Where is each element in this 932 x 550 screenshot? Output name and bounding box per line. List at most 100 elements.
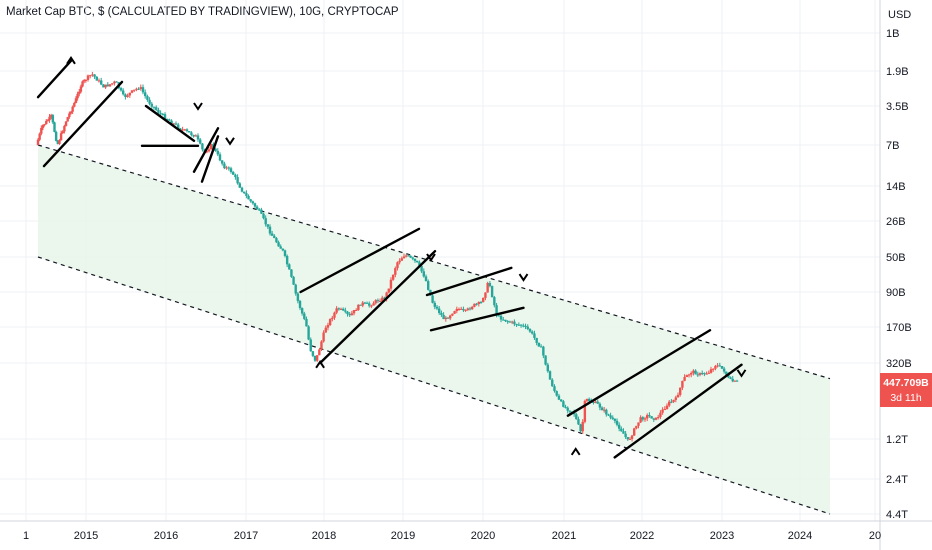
candle-body (424, 276, 428, 282)
candle-body (51, 115, 55, 123)
candle-body (624, 433, 627, 438)
candle-body (592, 402, 595, 404)
candle-body (218, 154, 222, 161)
candle-body (318, 349, 321, 356)
candle-body (296, 293, 300, 301)
candle-body (108, 84, 112, 87)
candle-body (720, 365, 724, 369)
candle-body (68, 113, 71, 118)
candle-body (81, 81, 84, 87)
candle-body (735, 380, 739, 382)
candle-body (696, 374, 699, 376)
candle-body (522, 325, 525, 327)
candle-body (637, 422, 640, 426)
candle-body (381, 297, 384, 302)
candle-body (674, 397, 677, 400)
candle-body (466, 308, 469, 310)
candle-body (405, 255, 408, 257)
candle-body (128, 92, 131, 96)
candle-body (113, 81, 116, 84)
candle-body (519, 324, 523, 326)
candle-body (555, 391, 558, 396)
candle-body (449, 315, 452, 319)
candle-body (104, 84, 107, 88)
candle-body (141, 87, 145, 93)
candle-body (488, 283, 492, 287)
candle-body (628, 438, 632, 440)
candle-body (389, 279, 393, 289)
candle-body (166, 118, 169, 120)
candle-body (192, 134, 195, 137)
x-tick-label: 2018 (312, 530, 336, 542)
candle-body (670, 401, 673, 403)
candle-body (531, 331, 534, 334)
candle-body (294, 284, 297, 294)
candle-body (119, 88, 123, 91)
last-price-value: 447.709B (883, 377, 929, 389)
candle-body (650, 416, 653, 419)
candle-body (646, 415, 649, 419)
candle-body (183, 129, 186, 131)
last-price-label: 447.709B 3d 11h (880, 373, 932, 407)
candle-body (234, 174, 237, 178)
candle-body (707, 372, 710, 374)
y-tick-label: 7B (886, 140, 899, 152)
candle-body (199, 139, 202, 144)
candle-body (605, 409, 608, 415)
candle-body (420, 265, 423, 272)
x-tick-label: 2023 (710, 530, 734, 542)
caret-up-marker (66, 56, 76, 65)
candle-body (731, 378, 734, 382)
candle-body (161, 113, 164, 115)
candle-body (718, 365, 721, 367)
y-axis-ticks: 1B 1.9B 3.5B 7B 14B 26B 50B 90B 170B 320B 1.2T 2.4T… (886, 28, 912, 521)
x-tick-label: 1 (23, 530, 29, 542)
candle-body (416, 260, 419, 263)
y-tick-label: 1.9B (886, 66, 909, 78)
trend-line (429, 306, 525, 332)
candle-body (486, 283, 489, 293)
candle-body (431, 295, 434, 303)
channel-line-lower (37, 256, 831, 515)
candle-body (148, 99, 151, 104)
candle-body (58, 140, 61, 144)
candle-body (346, 311, 349, 315)
candle-body (600, 407, 604, 411)
candle-body (607, 414, 610, 416)
candle-body (260, 209, 263, 214)
candle-body (596, 401, 599, 404)
candle-body (97, 80, 101, 82)
candle-body (681, 380, 684, 388)
y-tick-label: 3.5B (886, 101, 909, 113)
candle-body (453, 311, 456, 314)
candle-body (71, 106, 74, 112)
candle-body (133, 89, 136, 91)
candle-body (648, 415, 651, 417)
candle-body (352, 310, 356, 314)
candle-body (583, 400, 587, 422)
candle-body (255, 206, 259, 210)
caret-down-marker (225, 137, 235, 146)
candle-body (111, 83, 114, 85)
candle-body (411, 257, 414, 259)
x-tick-label: 2016 (154, 530, 178, 542)
candle-body (130, 90, 134, 93)
candle-body (350, 313, 354, 316)
candle-body (620, 428, 623, 432)
candle-body (504, 319, 507, 322)
candle-body (298, 300, 302, 309)
candle-body (528, 328, 532, 332)
candle-body (546, 364, 549, 372)
candle-body (79, 86, 83, 92)
candle-body (240, 187, 244, 192)
candle-body (400, 258, 404, 261)
caret-down-marker (518, 273, 529, 282)
candle-body (275, 238, 278, 243)
x-tick-label: 2022 (630, 530, 654, 542)
candles (36, 71, 739, 442)
candle-body (692, 370, 695, 373)
candle-body (40, 127, 43, 134)
candle-body (446, 317, 450, 319)
